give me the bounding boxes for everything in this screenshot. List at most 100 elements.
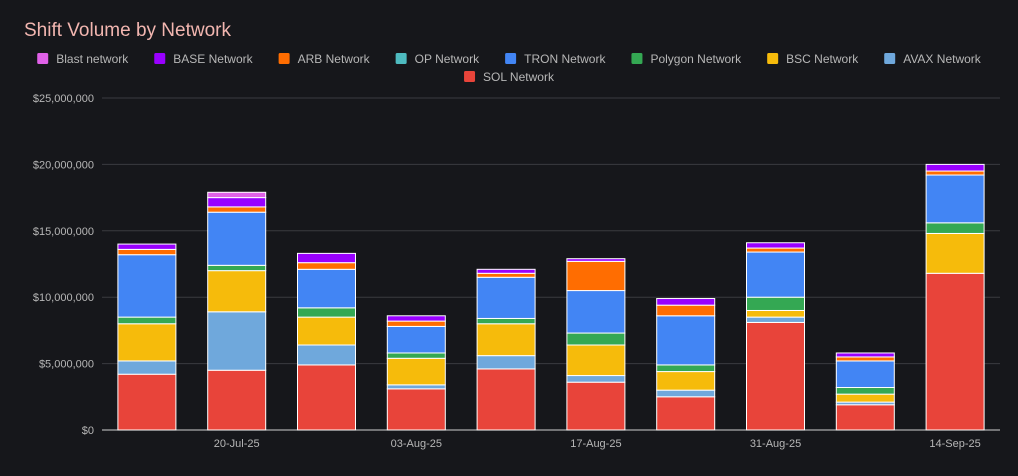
bar-segment-polygon-network: [566, 332, 626, 346]
bar-segment-bsc-network: [656, 371, 716, 391]
bar-segment-sol-network: [386, 388, 446, 431]
bar-segment-arb-network: [207, 206, 267, 213]
y-tick-label: $25,000,000: [33, 93, 94, 105]
bar-segment-arb-network: [656, 304, 716, 317]
legend-swatch-avax-network: [884, 53, 896, 64]
bar-segment-polygon-network: [925, 222, 985, 234]
bar-segment-sol-network: [925, 272, 985, 431]
bar-segment-tron-network: [746, 251, 805, 298]
bar-segment-polygon-network: [746, 296, 805, 311]
bar-segment-avax-network: [566, 375, 626, 383]
bar-segment-bsc-network: [117, 323, 177, 362]
bar-segment-bsc-network: [476, 323, 536, 357]
legend-label-arb-network: ARB Network: [298, 52, 371, 66]
bar-segment-base-network: [476, 268, 536, 274]
bar-segment-tron-network: [386, 325, 446, 354]
bar-segment-tron-network: [207, 211, 267, 266]
bar-segment-base-network: [386, 315, 446, 322]
legend-label-avax-network: AVAX Network: [903, 52, 982, 66]
bar-segment-tron-network: [925, 174, 985, 224]
bar-segment-avax-network: [476, 355, 536, 370]
x-tick-label: 03-Aug-25: [391, 438, 442, 450]
bar-segment-polygon-network: [207, 264, 267, 272]
bar-segment-tron-network: [297, 268, 356, 309]
bar-segment-polygon-network: [297, 307, 356, 318]
bar-segment-sol-network: [656, 396, 716, 431]
bar-segment-base-network: [297, 252, 356, 264]
y-tick-label: $10,000,000: [33, 292, 94, 304]
bar-segment-avax-network: [207, 311, 267, 371]
x-tick-label: 14-Sep-25: [929, 438, 980, 450]
legend-swatch-polygon-network: [631, 53, 643, 64]
bar-segment-polygon-network: [656, 364, 716, 373]
bar-segment-avax-network: [386, 384, 446, 390]
y-tick-label: $20,000,000: [33, 159, 94, 171]
legend-swatch-sol-network: [464, 71, 476, 82]
bar-segment-bsc-network: [207, 270, 267, 313]
legend-label-blast-network: Blast network: [56, 52, 129, 66]
bar-segment-avax-network: [297, 344, 356, 366]
bar-segment-base-network: [117, 243, 177, 250]
bar-segment-bsc-network: [746, 309, 805, 318]
bar-segment-bsc-network: [835, 393, 895, 403]
bar-segment-sol-network: [835, 404, 895, 431]
bar-segment-arb-network: [566, 260, 626, 292]
bar-segment-arb-network: [297, 262, 356, 270]
legend-swatch-tron-network: [505, 53, 517, 64]
bar-segment-polygon-network: [835, 387, 895, 395]
legend-swatch-base-network: [154, 53, 166, 64]
bar-segment-arb-network: [746, 247, 805, 253]
bar-segment-base-network: [835, 352, 895, 358]
bar-segment-blast-network: [207, 191, 267, 199]
bar-segment-tron-network: [566, 290, 626, 334]
legend-label-polygon-network: Polygon Network: [650, 52, 742, 66]
bar-segment-tron-network: [656, 315, 716, 366]
bar-segment-sol-network: [746, 321, 805, 431]
bar-segment-arb-network: [476, 272, 536, 278]
bar-segment-arb-network: [117, 248, 177, 256]
chart-title: Shift Volume by Network: [24, 20, 231, 41]
x-tick-label: 31-Aug-25: [750, 438, 801, 450]
bar-segment-tron-network: [476, 276, 536, 319]
legend-swatch-op-network: [395, 53, 407, 64]
legend-label-op-network: OP Network: [415, 52, 480, 66]
bar-segment-bsc-network: [566, 344, 626, 377]
y-tick-label: $0: [82, 425, 94, 437]
bar-segment-base-network: [566, 258, 626, 262]
bar-segment-arb-network: [835, 356, 895, 362]
bar-segment-sol-network: [566, 381, 626, 431]
bar-segment-arb-network: [925, 170, 985, 176]
bar-segment-base-network: [746, 242, 805, 249]
legend-label-tron-network: TRON Network: [524, 52, 606, 66]
bar-segment-polygon-network: [476, 317, 536, 325]
y-tick-label: $5,000,000: [39, 359, 94, 371]
bar-segment-avax-network: [656, 389, 716, 398]
bar-segment-sol-network: [117, 373, 177, 431]
bar-segment-bsc-network: [297, 316, 356, 346]
x-tick-label: 20-Jul-25: [214, 438, 260, 450]
bar-segment-bsc-network: [925, 232, 985, 274]
x-tick-label: 17-Aug-25: [570, 438, 621, 450]
bar-segment-tron-network: [117, 254, 177, 318]
bar-segment-sol-network: [297, 364, 356, 431]
legend-swatch-bsc-network: [767, 53, 779, 64]
legend-label-sol-network: SOL Network: [483, 70, 555, 84]
legend-label-base-network: BASE Network: [173, 52, 253, 66]
legend-swatch-blast-network: [37, 53, 49, 64]
bar-segment-base-network: [207, 197, 267, 208]
legend-label-bsc-network: BSC Network: [786, 52, 859, 66]
bar-segment-sol-network: [207, 369, 267, 431]
bar-segment-tron-network: [835, 360, 895, 389]
bar-segment-polygon-network: [386, 352, 446, 359]
bar-segment-bsc-network: [386, 357, 446, 386]
bar-segment-avax-network: [746, 316, 805, 323]
bar-segment-avax-network: [117, 360, 177, 375]
bar-segment-sol-network: [476, 368, 536, 431]
bar-segment-polygon-network: [117, 316, 177, 325]
y-tick-label: $15,000,000: [33, 226, 94, 238]
legend-swatch-arb-network: [278, 53, 290, 64]
bar-segment-arb-network: [386, 320, 446, 327]
bar-segment-base-network: [925, 163, 985, 172]
